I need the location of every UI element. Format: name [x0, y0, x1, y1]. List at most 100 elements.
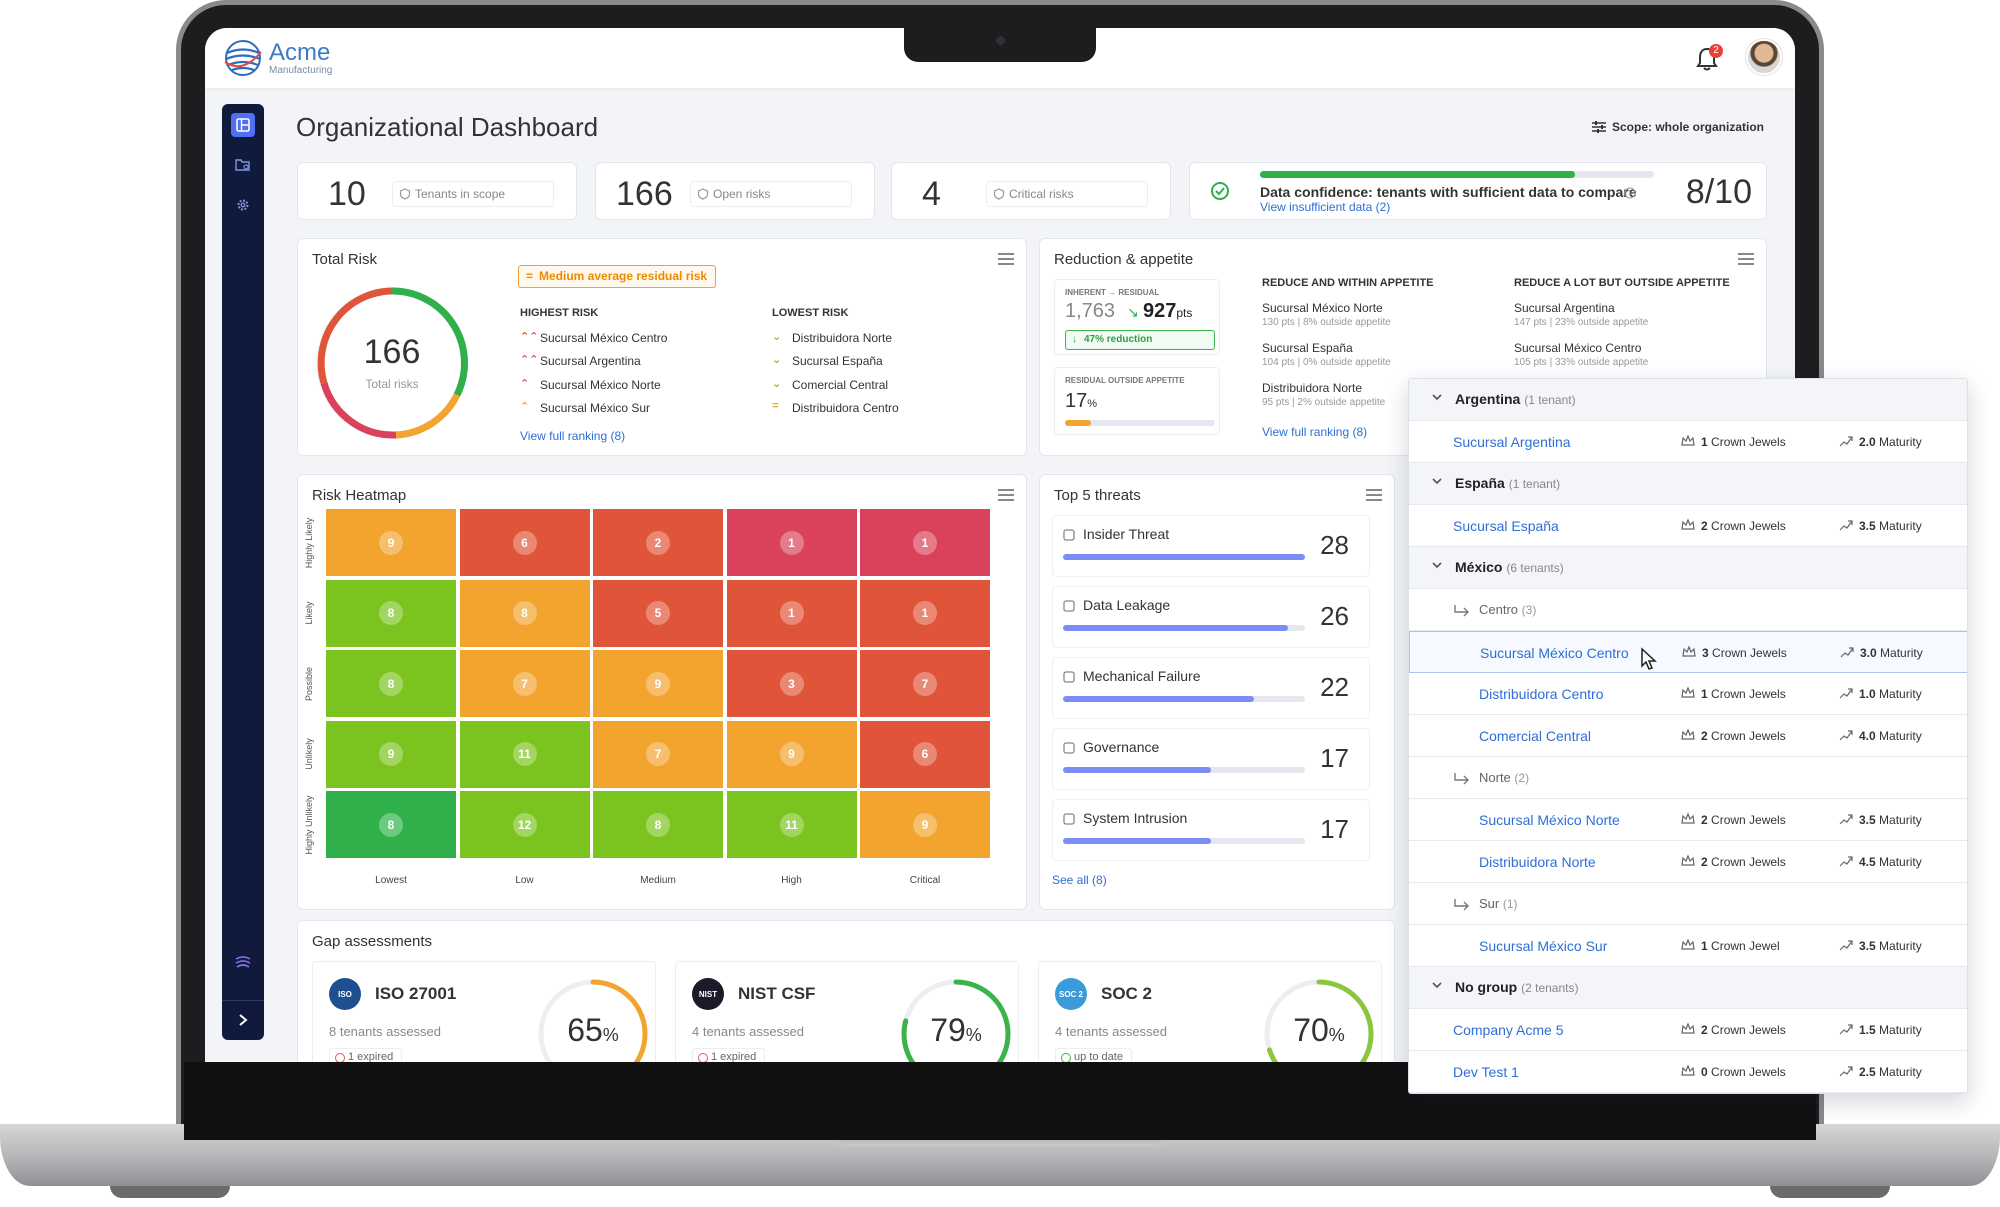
outside-item-name[interactable]: Sucursal Argentina — [1514, 301, 1615, 315]
outside-item-name[interactable]: Sucursal México Centro — [1514, 341, 1642, 355]
heatmap-cell[interactable]: 9 — [326, 509, 456, 576]
heatmap-cell[interactable]: 2 — [593, 509, 723, 576]
heatmap-cell[interactable]: 8 — [326, 791, 456, 858]
user-avatar[interactable] — [1746, 39, 1782, 75]
heatmap-cell[interactable]: 8 — [459, 579, 590, 647]
heatmap-cell[interactable]: 1 — [726, 579, 857, 647]
within-item-sub: 104 pts | 0% outside appetite — [1262, 357, 1391, 368]
tenant-link[interactable]: Sucursal Argentina — [1453, 434, 1571, 450]
heatmap-cell[interactable]: 11 — [459, 720, 590, 788]
tenant-link[interactable]: Sucursal España — [1453, 518, 1559, 534]
heatmap-cell[interactable]: 1 — [860, 579, 990, 647]
tenant-link[interactable]: Comercial Central — [1479, 728, 1592, 744]
tenant-link[interactable]: Sucursal México Norte — [1479, 812, 1620, 828]
info-icon[interactable] — [1624, 187, 1636, 199]
heatmap-cell[interactable]: 9 — [860, 791, 990, 858]
threat-row[interactable]: Insider Threat 28 — [1052, 515, 1370, 577]
highest-risk-item[interactable]: ⌃ Sucursal México Sur — [520, 401, 650, 415]
heatmap-cell-count: 9 — [779, 742, 804, 766]
nav-dashboard[interactable] — [231, 113, 255, 137]
lowest-risk-item[interactable]: ⌄ Distribuidora Norte — [772, 331, 892, 345]
group-name: Argentina (1 tenant) — [1455, 391, 1576, 407]
highest-risk-item[interactable]: ⌃⌃ Sucursal Argentina — [520, 354, 641, 368]
heatmap-cell[interactable]: 1 — [726, 509, 857, 576]
hamburger-menu-icon[interactable] — [998, 489, 1014, 501]
heatmap-cell[interactable]: 7 — [593, 720, 723, 788]
highest-risk-item[interactable]: ⌃⌃ Sucursal México Centro — [520, 331, 667, 345]
tenant-group-header[interactable]: España (1 tenant) — [1409, 463, 1967, 505]
gap-assessment-card[interactable]: NIST NIST CSF 4 tenants assessed 1 expired 7… — [675, 961, 1019, 1062]
tenant-subgroup-header[interactable]: Sur (1) — [1409, 883, 1967, 925]
tenant-link[interactable]: Company Acme 5 — [1453, 1022, 1564, 1038]
threat-row[interactable]: Governance 17 — [1052, 728, 1370, 790]
tenant-link[interactable]: Distribuidora Centro — [1479, 686, 1604, 702]
heatmap-cell[interactable]: 5 — [593, 579, 723, 647]
heatmap-cell[interactable]: 6 — [459, 509, 590, 576]
heatmap-cell[interactable]: 8 — [326, 579, 456, 647]
hamburger-menu-icon[interactable] — [1738, 253, 1754, 265]
heatmap-cell[interactable]: 1 — [860, 509, 990, 576]
heatmap-cell[interactable]: 8 — [593, 791, 723, 858]
tenant-row[interactable]: Sucursal Argentina 1 Crown Jewels 2.0 Matu… — [1409, 421, 1967, 463]
heatmap-cell[interactable]: 9 — [326, 720, 456, 788]
tenant-row[interactable]: Distribuidora Norte 2 Crown Jewels 4.5 Mat… — [1409, 841, 1967, 883]
heatmap-cell[interactable]: 7 — [860, 650, 990, 717]
view-full-ranking-link[interactable]: View full ranking (8) — [1262, 425, 1368, 439]
heatmap-cell[interactable]: 12 — [459, 791, 590, 858]
lowest-risk-item[interactable]: ⌄ Sucursal España — [772, 354, 883, 368]
within-item-name[interactable]: Distribuidora Norte — [1262, 381, 1363, 395]
heatmap-cell[interactable]: 9 — [726, 720, 857, 788]
tenant-subgroup-header[interactable]: Centro (3) — [1409, 589, 1967, 631]
within-item-name[interactable]: Sucursal México Norte — [1262, 301, 1383, 315]
gap-assessments-card: Gap assessments ISO ISO 27001 8 tenants as… — [297, 920, 1395, 1062]
kpi-critical-risks[interactable]: 4 Critical risks — [891, 162, 1171, 220]
tenant-row[interactable]: Comercial Central 2 Crown Jewels 4.0 Matur… — [1409, 715, 1967, 757]
threat-row[interactable]: Data Leakage 26 — [1052, 586, 1370, 648]
tenant-row[interactable]: Company Acme 5 2 Crown Jewels 1.5 Maturity — [1409, 1009, 1967, 1051]
highest-risk-item[interactable]: ⌃ Sucursal México Norte — [520, 378, 661, 392]
view-full-ranking-link[interactable]: View full ranking (8) — [520, 429, 626, 443]
tenant-row[interactable]: Sucursal México Norte 2 Crown Jewels 3.5 M… — [1409, 799, 1967, 841]
view-insufficient-data-link[interactable]: View insufficient data (2) — [1260, 200, 1391, 214]
brand-logo[interactable]: Acme Manufacturing — [223, 38, 332, 78]
tenant-row[interactable]: Sucursal México Sur 1 Crown Jewel 3.5 Matu… — [1409, 925, 1967, 967]
tenant-link[interactable]: Dev Test 1 — [1453, 1064, 1519, 1080]
hamburger-menu-icon[interactable] — [998, 253, 1014, 265]
heatmap-cell[interactable]: 6 — [860, 720, 990, 788]
tenant-subgroup-header[interactable]: Norte (2) — [1409, 757, 1967, 799]
gap-assessment-card[interactable]: ISO ISO 27001 8 tenants assessed 1 expired 6… — [312, 961, 656, 1062]
sidebar-expand-button[interactable] — [231, 1008, 255, 1032]
nav-brand[interactable] — [231, 950, 255, 974]
tenant-row[interactable]: Sucursal México Centro 3 Crown Jewels 3.0 … — [1409, 631, 1967, 673]
kpi-tenants[interactable]: 10 Tenants in scope — [297, 162, 577, 220]
hamburger-menu-icon[interactable] — [1366, 489, 1382, 501]
tenant-group-header[interactable]: No group (2 tenants) — [1409, 967, 1967, 1009]
scope-selector[interactable]: Scope: whole organization — [1592, 120, 1764, 134]
tenant-row[interactable]: Sucursal España 2 Crown Jewels 3.5 Maturit… — [1409, 505, 1967, 547]
heatmap-cell[interactable]: 8 — [326, 650, 456, 717]
tenant-row[interactable]: Dev Test 1 0 Crown Jewels 2.5 Maturity — [1409, 1051, 1967, 1093]
tenants-popover: Argentina (1 tenant) Sucursal Argentina 1 … — [1408, 378, 1968, 1094]
tenant-group-header[interactable]: México (6 tenants) — [1409, 547, 1967, 589]
gap-assessment-card[interactable]: SOC 2 SOC 2 4 tenants assessed up to date 70… — [1038, 961, 1382, 1062]
heatmap-cell[interactable]: 7 — [459, 650, 590, 717]
maturity-icon — [1839, 436, 1853, 447]
kpi-open-risks[interactable]: 166 Open risks — [595, 162, 875, 220]
tenant-row[interactable]: Distribuidora Centro 1 Crown Jewels 1.0 Ma… — [1409, 673, 1967, 715]
tenant-link[interactable]: Sucursal México Sur — [1479, 938, 1608, 954]
lowest-risk-item[interactable]: = Distribuidora Centro — [772, 400, 899, 415]
see-all-threats-link[interactable]: See all (8) — [1052, 873, 1107, 887]
heatmap-cell[interactable]: 11 — [726, 791, 857, 858]
tenant-link[interactable]: Distribuidora Norte — [1479, 854, 1596, 870]
sidebar-divider — [222, 1000, 264, 1001]
within-item-name[interactable]: Sucursal España — [1262, 341, 1353, 355]
threat-row[interactable]: System Intrusion 17 — [1052, 799, 1370, 861]
tenant-group-header[interactable]: Argentina (1 tenant) — [1409, 379, 1967, 421]
nav-folders[interactable] — [231, 153, 255, 177]
heatmap-cell[interactable]: 3 — [726, 650, 857, 717]
heatmap-cell[interactable]: 9 — [593, 650, 723, 717]
nav-settings[interactable] — [231, 193, 255, 217]
lowest-risk-item[interactable]: ⌄ Comercial Central — [772, 378, 888, 392]
threat-row[interactable]: Mechanical Failure 22 — [1052, 657, 1370, 719]
tenant-link[interactable]: Sucursal México Centro — [1480, 645, 1629, 661]
